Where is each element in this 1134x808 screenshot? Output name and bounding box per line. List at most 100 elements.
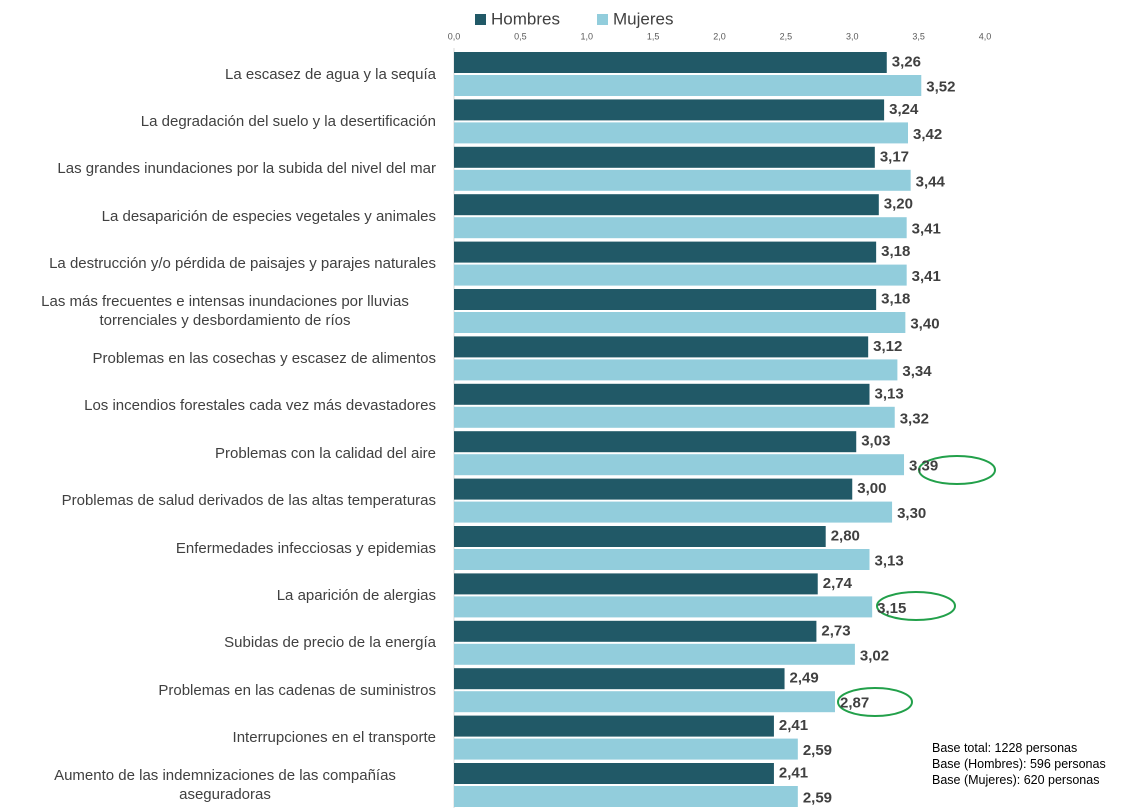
bar bbox=[454, 241, 877, 263]
bar bbox=[454, 217, 907, 239]
x-tick-label: 1,0 bbox=[580, 31, 593, 41]
highlight-ellipse bbox=[918, 455, 996, 485]
bar bbox=[454, 75, 922, 96]
note-line: Base total: 1228 personas bbox=[932, 741, 1078, 755]
legend-swatch bbox=[597, 14, 608, 25]
category-label: Interrupciones en el transporte bbox=[4, 716, 436, 760]
bar bbox=[454, 691, 835, 713]
legend-label: Mujeres bbox=[613, 9, 673, 28]
category-text: La escasez de agua y la sequía bbox=[225, 65, 436, 83]
bar bbox=[454, 763, 774, 784]
category-label: La aparición de alergias bbox=[4, 573, 436, 617]
category-text: La destrucción y/o pérdida de paisajes y… bbox=[49, 255, 436, 273]
bar bbox=[454, 668, 785, 690]
value-label: 2,80 bbox=[831, 527, 860, 544]
x-tick-label: 1,5 bbox=[647, 31, 660, 41]
category-label: Problemas de salud derivados de las alta… bbox=[4, 479, 436, 523]
category-label: La escasez de agua y la sequía bbox=[4, 52, 436, 96]
bar bbox=[454, 52, 887, 73]
bar bbox=[454, 526, 826, 547]
value-label: 3,26 bbox=[892, 53, 921, 70]
highlight-ellipse bbox=[837, 687, 913, 717]
value-label: 3,32 bbox=[900, 410, 929, 427]
value-label: 3,24 bbox=[889, 101, 919, 118]
x-tick-label: 3,0 bbox=[846, 31, 859, 41]
category-label: Las más frecuentes e intensas inundacion… bbox=[4, 289, 436, 333]
bar bbox=[454, 99, 885, 121]
value-label: 2,59 bbox=[803, 742, 832, 759]
value-label: 2,73 bbox=[821, 622, 850, 639]
bar bbox=[454, 501, 893, 523]
category-text: Las más frecuentes e intensas inundacion… bbox=[41, 293, 409, 329]
x-tick-label: 4,0 bbox=[979, 31, 992, 41]
category-label: Problemas en las cosechas y escasez de a… bbox=[4, 336, 436, 380]
category-text: Problemas en las cosechas y escasez de a… bbox=[92, 349, 436, 367]
x-tick-label: 3,5 bbox=[912, 31, 925, 41]
category-text: Enfermedades infecciosas y epidemias bbox=[175, 539, 436, 557]
value-label: 3,41 bbox=[912, 221, 941, 238]
category-text: Problemas en las cadenas de suministros bbox=[158, 681, 436, 699]
legend-label: Hombres bbox=[491, 9, 560, 28]
note-line: Base (Mujeres): 620 personas bbox=[932, 773, 1100, 787]
value-label: 3,12 bbox=[873, 338, 902, 355]
bar bbox=[454, 122, 909, 144]
value-label: 3,44 bbox=[916, 173, 946, 190]
category-text: Las grandes inundaciones por la subida d… bbox=[57, 160, 436, 178]
value-label: 3,13 bbox=[875, 552, 904, 569]
value-label: 3,00 bbox=[857, 480, 886, 497]
bar bbox=[454, 620, 817, 642]
bar bbox=[454, 406, 895, 428]
category-text: Problemas con la calidad del aire bbox=[215, 444, 436, 462]
value-label: 3,17 bbox=[880, 148, 909, 165]
bar bbox=[454, 336, 869, 358]
bar bbox=[454, 715, 774, 737]
legend-swatch bbox=[475, 14, 486, 25]
x-tick-label: 2,5 bbox=[780, 31, 793, 41]
bar bbox=[454, 596, 873, 618]
value-label: 3,18 bbox=[881, 243, 910, 260]
category-label: La desaparición de especies vegetales y … bbox=[4, 194, 436, 238]
notes: Base total: 1228 personas Base (Hombres):… bbox=[932, 740, 1106, 788]
value-label: 3,42 bbox=[913, 126, 942, 143]
category-label: Subidas de precio de la energía bbox=[4, 621, 436, 665]
value-label: 2,49 bbox=[790, 670, 819, 687]
value-label: 3,13 bbox=[875, 385, 904, 402]
category-text: La desaparición de especies vegetales y … bbox=[101, 207, 436, 225]
bar bbox=[454, 383, 870, 405]
category-label: Enfermedades infecciosas y epidemias bbox=[4, 526, 436, 570]
value-label: 3,15 bbox=[877, 600, 906, 617]
category-text: Problemas de salud derivados de las alta… bbox=[61, 492, 436, 510]
value-label: 3,03 bbox=[861, 433, 890, 450]
value-label: 2,59 bbox=[803, 789, 832, 806]
bar bbox=[454, 264, 907, 286]
x-tick-label: 0,5 bbox=[514, 31, 527, 41]
bar bbox=[454, 146, 875, 168]
value-label: 3,41 bbox=[912, 268, 941, 285]
category-label: La destrucción y/o pérdida de paisajes y… bbox=[4, 242, 436, 286]
category-label: Los incendios forestales cada vez más de… bbox=[4, 384, 436, 428]
category-label: Las grandes inundaciones por la subida d… bbox=[4, 147, 436, 191]
x-tick-label: 2,0 bbox=[713, 31, 726, 41]
bar bbox=[454, 454, 905, 476]
x-tick-label: 0,0 bbox=[448, 31, 461, 41]
value-label: 3,20 bbox=[884, 196, 913, 213]
category-label: Aumento de las indemnizaciones de las co… bbox=[4, 763, 436, 807]
bar bbox=[454, 289, 877, 310]
category-text: Interrupciones en el transporte bbox=[232, 729, 436, 747]
value-label: 3,34 bbox=[902, 363, 932, 380]
category-text: Los incendios forestales cada vez más de… bbox=[84, 397, 436, 415]
bar bbox=[454, 786, 798, 807]
value-label: 2,87 bbox=[840, 695, 869, 712]
value-label: 2,74 bbox=[823, 575, 853, 592]
value-label: 2,41 bbox=[779, 717, 808, 734]
bar bbox=[454, 431, 857, 453]
value-label: 3,40 bbox=[910, 315, 939, 332]
highlight-ellipse bbox=[876, 591, 956, 621]
bar bbox=[454, 194, 879, 216]
value-label: 3,02 bbox=[860, 647, 889, 664]
value-label: 3,30 bbox=[897, 505, 926, 522]
value-label: 2,41 bbox=[779, 764, 808, 781]
bar bbox=[454, 359, 898, 381]
